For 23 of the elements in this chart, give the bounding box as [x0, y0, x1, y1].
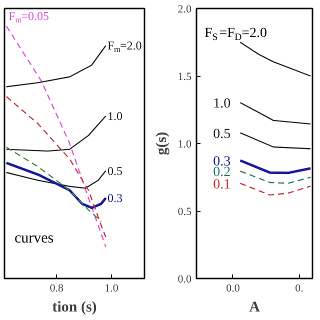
series-label: 0.3 — [107, 191, 122, 206]
annotation: curves — [14, 230, 54, 246]
series-label: 1.0 — [213, 96, 231, 112]
x-tick-label: 0.0 — [226, 282, 240, 294]
y-tick-label: 1.0 — [178, 138, 192, 150]
series-label: 0.5 — [107, 164, 122, 178]
line-series — [240, 182, 312, 196]
series-label: 0.5 — [213, 126, 231, 142]
y-tick-label: 2.0 — [178, 4, 192, 16]
x-tick-label: 1.0 — [104, 282, 119, 294]
x-axis-title: tion (s) — [52, 300, 97, 316]
x-tick-label: 0.8 — [50, 282, 64, 294]
y-tick-label: 0.0 — [178, 274, 192, 286]
y-axis-title: g(s) — [154, 132, 170, 156]
series-label: 1.0 — [107, 108, 122, 123]
series-label: 0.1 — [213, 177, 231, 192]
line-series — [240, 42, 312, 77]
x-axis-title: A — [249, 300, 260, 316]
y-tick-label: 1.5 — [178, 71, 192, 83]
line-series — [240, 170, 312, 184]
line-series — [239, 159, 312, 174]
x-tick-label: 0. — [295, 282, 304, 294]
y-tick-label: 0.5 — [178, 206, 192, 218]
